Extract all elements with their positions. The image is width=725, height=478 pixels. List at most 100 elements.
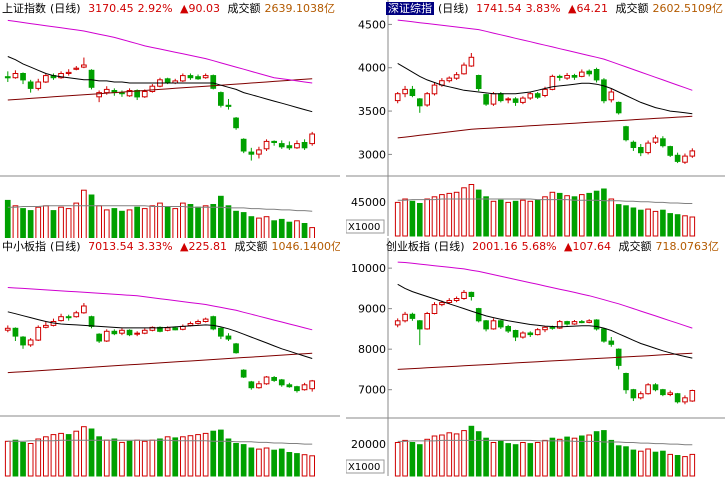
volume-bar bbox=[556, 438, 563, 477]
candle bbox=[149, 326, 156, 332]
volume-bar bbox=[149, 439, 156, 477]
candle bbox=[417, 98, 423, 113]
candle-body bbox=[286, 384, 293, 388]
candle-body bbox=[149, 85, 156, 92]
volume-bar bbox=[271, 449, 277, 477]
candle bbox=[453, 296, 460, 303]
candle-body bbox=[564, 321, 570, 325]
candle-body bbox=[475, 308, 482, 322]
candle bbox=[4, 71, 11, 82]
candle-body bbox=[667, 392, 673, 395]
ma60-line bbox=[397, 352, 693, 370]
volume-bar bbox=[556, 192, 563, 237]
candle-body bbox=[248, 151, 255, 155]
candle bbox=[73, 310, 80, 318]
kline-chart[interactable]: 10000 9000 8000 7000 20000 X1000 bbox=[346, 238, 725, 478]
volume-bar bbox=[630, 207, 637, 237]
candle-body bbox=[301, 384, 308, 391]
volume-bar bbox=[490, 200, 497, 237]
candle-body bbox=[278, 143, 285, 148]
candle-body bbox=[652, 137, 659, 143]
candle bbox=[498, 319, 504, 329]
candle bbox=[652, 383, 659, 392]
volume-bar bbox=[689, 453, 696, 477]
unit-box bbox=[346, 219, 385, 234]
candle-body bbox=[542, 88, 548, 97]
panel-shenzhen[interactable]: 深证综指 (日线) 1741.54 3.83% ▲64.21 成交额 2602.510… bbox=[346, 0, 725, 250]
kline-chart[interactable] bbox=[0, 238, 340, 478]
candle-body bbox=[520, 97, 526, 103]
candle-body bbox=[453, 74, 460, 79]
point-change: ▲64.21 bbox=[568, 2, 608, 15]
index-name[interactable]: 中小板指 bbox=[2, 240, 46, 253]
index-name[interactable]: 深证综指 bbox=[386, 2, 434, 15]
volume-bar bbox=[4, 440, 11, 477]
panel-shanghai[interactable]: 上证指数 (日线) 3170.45 2.92% ▲90.03 成交额 2639.103… bbox=[0, 0, 340, 250]
volume-bar bbox=[20, 441, 26, 477]
candle bbox=[195, 74, 201, 80]
volume-bar bbox=[409, 200, 416, 237]
point-change: ▲90.03 bbox=[180, 2, 220, 15]
volume-bar bbox=[35, 438, 42, 477]
candle-body bbox=[103, 88, 110, 94]
candle bbox=[468, 53, 475, 67]
panel-header: 中小板指 (日线) 7013.54 3.33% ▲225.81 成交额 1046.14… bbox=[2, 239, 340, 254]
candle-body bbox=[608, 340, 615, 345]
candle bbox=[601, 78, 607, 104]
candle bbox=[263, 139, 270, 152]
candle-body bbox=[394, 93, 401, 102]
volume-bar bbox=[549, 191, 556, 237]
candle bbox=[43, 73, 49, 84]
candle bbox=[468, 291, 475, 301]
candle bbox=[271, 140, 277, 146]
candle bbox=[394, 92, 401, 104]
candle-body bbox=[141, 91, 148, 98]
candle bbox=[461, 290, 467, 300]
y-tick-label: 4500 bbox=[358, 18, 386, 31]
amount-value: 718.0763亿 bbox=[655, 240, 720, 253]
amount-label: 成交额 bbox=[234, 240, 268, 253]
candle bbox=[601, 328, 607, 343]
close-value: 7013.54 bbox=[88, 240, 134, 253]
candle bbox=[623, 372, 629, 394]
candle bbox=[542, 326, 548, 333]
candle-body bbox=[65, 316, 72, 319]
candle-body bbox=[579, 71, 585, 77]
candle bbox=[638, 391, 644, 400]
candle bbox=[202, 73, 209, 79]
volume-bar bbox=[534, 442, 541, 477]
close-value: 1741.54 bbox=[476, 2, 522, 15]
candle bbox=[402, 85, 408, 98]
ma60-line bbox=[7, 78, 313, 101]
volume-bar bbox=[103, 439, 110, 477]
candle bbox=[187, 73, 194, 80]
candle bbox=[645, 140, 651, 155]
index-name[interactable]: 创业板指 bbox=[386, 240, 430, 253]
volume-bar bbox=[453, 433, 460, 477]
panel-sme-board[interactable]: 中小板指 (日线) 7013.54 3.33% ▲225.81 成交额 1046.14… bbox=[0, 238, 340, 478]
index-name[interactable]: 上证指数 bbox=[2, 2, 46, 15]
vol-tick-label: 20000 bbox=[351, 438, 386, 451]
candle bbox=[248, 147, 255, 161]
candle bbox=[149, 84, 156, 93]
volume-bar bbox=[498, 199, 504, 237]
candle bbox=[4, 325, 11, 333]
candle-body bbox=[202, 75, 209, 79]
volume-bar bbox=[126, 440, 133, 477]
volume-bar bbox=[417, 444, 423, 477]
unit-label: X1000 bbox=[348, 222, 380, 233]
kline-chart[interactable]: 4500 4000 3500 3000 45000 X1000 bbox=[346, 0, 725, 250]
ma60-line bbox=[7, 352, 313, 374]
volume-bar bbox=[564, 195, 570, 237]
candle-body bbox=[645, 384, 651, 395]
candle bbox=[294, 385, 300, 393]
period-label: (日线) bbox=[434, 240, 465, 253]
kline-chart[interactable] bbox=[0, 0, 340, 250]
volume-bar bbox=[586, 434, 592, 477]
candle-body bbox=[586, 70, 592, 75]
candle bbox=[490, 318, 497, 330]
candle bbox=[210, 74, 217, 90]
panel-chinext[interactable]: 创业板指 (日线) 2001.16 5.68% ▲107.64 成交额 718.076… bbox=[346, 238, 725, 478]
candle bbox=[65, 69, 72, 76]
candle-body bbox=[126, 329, 133, 336]
